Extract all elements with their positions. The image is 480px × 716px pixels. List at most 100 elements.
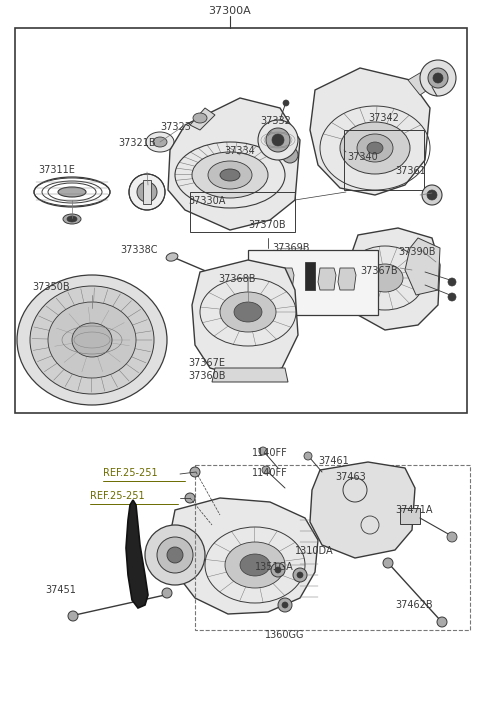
Text: 37361: 37361 xyxy=(395,166,426,176)
Text: 37340: 37340 xyxy=(347,152,378,162)
Ellipse shape xyxy=(297,572,303,578)
Ellipse shape xyxy=(193,113,207,123)
Text: 37461: 37461 xyxy=(318,456,349,466)
Bar xyxy=(248,250,378,315)
Bar xyxy=(195,465,470,630)
Ellipse shape xyxy=(272,134,284,146)
Ellipse shape xyxy=(167,547,183,563)
Ellipse shape xyxy=(192,152,268,198)
Ellipse shape xyxy=(58,187,86,197)
Ellipse shape xyxy=(383,558,393,568)
Text: REF.25-251: REF.25-251 xyxy=(90,491,144,501)
Ellipse shape xyxy=(146,132,174,152)
Ellipse shape xyxy=(162,588,172,598)
Ellipse shape xyxy=(72,323,112,357)
Text: 1360GG: 1360GG xyxy=(265,630,304,640)
Ellipse shape xyxy=(293,568,307,582)
Text: 1140FF: 1140FF xyxy=(252,468,288,478)
Text: 37451: 37451 xyxy=(45,585,76,595)
Ellipse shape xyxy=(185,493,195,503)
Ellipse shape xyxy=(427,190,437,200)
Ellipse shape xyxy=(304,452,312,460)
Polygon shape xyxy=(405,238,440,295)
Ellipse shape xyxy=(282,602,288,608)
Polygon shape xyxy=(212,368,288,382)
Ellipse shape xyxy=(448,278,456,286)
Ellipse shape xyxy=(437,617,447,627)
Ellipse shape xyxy=(428,68,448,88)
Ellipse shape xyxy=(145,525,205,585)
Text: 37334: 37334 xyxy=(224,146,255,156)
Ellipse shape xyxy=(367,142,383,154)
Ellipse shape xyxy=(283,100,289,106)
Polygon shape xyxy=(168,498,318,614)
Ellipse shape xyxy=(448,293,456,301)
Text: 37367B: 37367B xyxy=(360,266,397,276)
Bar xyxy=(15,28,467,413)
Bar xyxy=(400,508,420,524)
Ellipse shape xyxy=(166,253,178,261)
Text: 1140FF: 1140FF xyxy=(252,448,288,458)
Ellipse shape xyxy=(220,169,240,181)
Ellipse shape xyxy=(447,532,457,542)
Ellipse shape xyxy=(137,182,157,202)
Ellipse shape xyxy=(420,60,456,96)
Bar xyxy=(143,180,151,204)
Polygon shape xyxy=(310,462,415,558)
Polygon shape xyxy=(338,268,356,290)
Ellipse shape xyxy=(208,161,252,189)
Polygon shape xyxy=(408,70,435,95)
Ellipse shape xyxy=(48,302,136,378)
Text: 37471A: 37471A xyxy=(395,505,432,515)
Polygon shape xyxy=(276,268,294,290)
Polygon shape xyxy=(256,268,274,290)
Ellipse shape xyxy=(259,447,267,455)
Text: 37311E: 37311E xyxy=(38,165,75,175)
Bar xyxy=(344,130,424,190)
Text: 37462B: 37462B xyxy=(395,600,432,610)
Text: 37463: 37463 xyxy=(335,472,366,482)
Ellipse shape xyxy=(271,563,285,577)
Ellipse shape xyxy=(63,214,81,224)
Ellipse shape xyxy=(220,292,276,332)
Text: 37300A: 37300A xyxy=(209,6,252,16)
Ellipse shape xyxy=(422,185,442,205)
Text: 37368B: 37368B xyxy=(218,274,255,284)
Text: 37370B: 37370B xyxy=(248,220,286,230)
Ellipse shape xyxy=(367,264,403,292)
Ellipse shape xyxy=(190,467,200,477)
Ellipse shape xyxy=(275,567,281,573)
Polygon shape xyxy=(318,268,336,290)
Ellipse shape xyxy=(240,554,270,576)
Ellipse shape xyxy=(258,120,298,160)
Ellipse shape xyxy=(68,611,78,621)
Ellipse shape xyxy=(262,466,270,474)
Polygon shape xyxy=(168,98,300,230)
Text: 37332: 37332 xyxy=(260,116,291,126)
Ellipse shape xyxy=(357,134,393,162)
Polygon shape xyxy=(348,228,440,330)
Polygon shape xyxy=(192,260,298,378)
Text: 37321B: 37321B xyxy=(118,138,156,148)
Text: 37390B: 37390B xyxy=(398,247,435,257)
Ellipse shape xyxy=(433,73,443,83)
Ellipse shape xyxy=(234,302,262,322)
Text: 37367E: 37367E xyxy=(188,358,225,368)
Ellipse shape xyxy=(129,174,165,210)
Text: REF.25-251: REF.25-251 xyxy=(103,468,157,478)
Ellipse shape xyxy=(225,542,285,588)
Ellipse shape xyxy=(157,537,193,573)
Polygon shape xyxy=(126,500,148,608)
Text: 1351GA: 1351GA xyxy=(255,562,294,572)
Ellipse shape xyxy=(282,147,298,163)
Text: 37338C: 37338C xyxy=(120,245,157,255)
Text: 37342: 37342 xyxy=(368,113,399,123)
Text: 37330A: 37330A xyxy=(188,196,226,206)
Text: 37369B: 37369B xyxy=(272,243,310,253)
Ellipse shape xyxy=(340,122,410,174)
Polygon shape xyxy=(190,108,215,130)
Ellipse shape xyxy=(266,128,290,152)
Text: 37323: 37323 xyxy=(160,122,191,132)
Text: 1310DA: 1310DA xyxy=(295,546,334,556)
Ellipse shape xyxy=(153,137,167,147)
